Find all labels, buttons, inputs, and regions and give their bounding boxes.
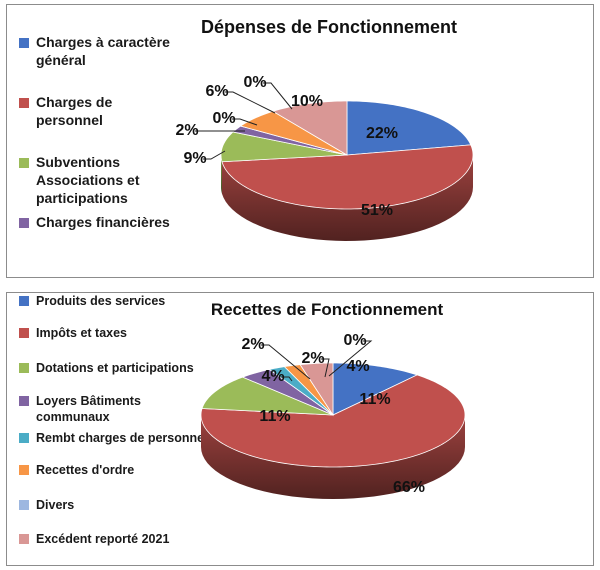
legend-entry-rembt-charges-de-personnel: Rembt charges de personnel <box>36 431 208 445</box>
chart-panel-recettes: Recettes de Fonctionnement Produits des … <box>6 292 594 566</box>
leader-line <box>328 340 373 377</box>
leader-line <box>263 82 293 110</box>
legend-swatch-subventions-associations-et-participations <box>19 158 29 168</box>
legend-entry-dotations-et-participations: Dotations et participations <box>36 361 194 375</box>
legend-entry-charges-a-caractere-general: Charges à caractère général <box>36 34 170 68</box>
recettes-pie-chart: Recettes de Fonctionnement Produits des … <box>19 294 466 546</box>
legend-swatch-dotations-et-participations <box>19 363 29 373</box>
legend-entry-produits-des-services: Produits des services <box>36 294 165 308</box>
legend-swatch-charges-financieres <box>19 218 29 228</box>
legend-swatch-produits-des-services <box>19 296 29 306</box>
data-label-dotations-et-participations: 11% <box>259 408 290 425</box>
data-label-divers: 0% <box>343 332 366 349</box>
data-label-slice-5: 6% <box>205 83 228 100</box>
legend-entry-excedent-reporte-2021: Excédent reporté 2021 <box>36 532 169 546</box>
data-label-charges-financieres: 2% <box>175 122 198 139</box>
legend-entry-divers: Divers <box>36 498 74 512</box>
pie-slice-slice-7 <box>271 100 348 156</box>
data-label-impots-et-taxes: 66% <box>393 479 425 496</box>
legend-entry-subventions-associations-et-participations: Subventions Associations et participations <box>36 154 140 206</box>
chart-panel-depenses: Dépenses de Fonctionnement Charges à car… <box>6 4 594 278</box>
data-label-charges-de-personnel: 51% <box>361 202 393 219</box>
leader-line <box>232 118 258 126</box>
pie-side-charges-de-personnel <box>221 155 473 241</box>
data-label-charges-a-caractere-general: 22% <box>366 125 398 142</box>
pie-slice-dotations-et-participations <box>201 376 334 416</box>
leader-line <box>281 376 293 382</box>
legend-swatch-excedent-reporte-2021 <box>19 534 29 544</box>
legend-entry-charges-financieres: Charges financières <box>36 214 170 230</box>
leader-line <box>321 358 330 378</box>
data-label-rembt-charges-de-personnel: 2% <box>241 336 264 353</box>
legend-swatch-impots-et-taxes <box>19 328 29 338</box>
pie-side-subventions-associations-et-participations <box>221 155 222 194</box>
legend-entry-impots-et-taxes: Impôts et taxes <box>36 326 127 340</box>
leader-line <box>203 150 226 160</box>
pie-slice-recettes-d-ordre <box>283 364 334 416</box>
pie-slice-impots-et-taxes <box>200 374 466 468</box>
data-label-recettes-d-ordre: 2% <box>301 350 324 367</box>
pie-slice-subventions-associations-et-participations <box>220 131 348 163</box>
chart-title: Recettes de Fonctionnement <box>211 300 444 319</box>
pie-slice-slice-5 <box>239 110 348 156</box>
pie-side-impots-et-taxes <box>201 415 465 499</box>
data-label-slice-7: 10% <box>291 93 323 110</box>
legend-swatch-loyers-batiments-communaux <box>19 396 29 406</box>
pie-slice-charges-a-caractere-general <box>346 100 472 156</box>
pie-slice-produits-des-services <box>332 362 419 416</box>
legend-entry-loyers-batiments-communaux: Loyers Bâtiments communaux <box>36 394 141 424</box>
data-label-slice-4: 0% <box>212 110 235 127</box>
chart-title: Dépenses de Fonctionnement <box>201 17 457 37</box>
legend-swatch-charges-de-personnel <box>19 98 29 108</box>
legend-swatch-rembt-charges-de-personnel <box>19 433 29 443</box>
data-label-subventions-associations-et-participations: 9% <box>183 150 206 167</box>
legend-entry-charges-de-personnel: Charges de personnel <box>36 94 112 128</box>
pie-slice-charges-financieres <box>232 125 348 156</box>
pie-slice-rembt-charges-de-personnel <box>268 366 334 416</box>
data-label-produits-des-services: 11% <box>359 391 390 408</box>
legend-swatch-charges-a-caractere-general <box>19 38 29 48</box>
data-label-slice-6: 0% <box>243 74 266 91</box>
pie-slice-charges-de-personnel <box>221 144 474 210</box>
depenses-pie-chart: Dépenses de Fonctionnement Charges à car… <box>19 17 474 241</box>
legend-swatch-divers <box>19 500 29 510</box>
leader-line <box>261 344 311 380</box>
leader-line <box>225 91 276 114</box>
data-label-excedent-reporte-2021: 4% <box>346 358 369 375</box>
pie-slice-loyers-batiments-communaux <box>241 369 334 416</box>
legend-swatch-recettes-d-ordre <box>19 465 29 475</box>
legend-entry-recettes-d-ordre: Recettes d'ordre <box>36 463 134 477</box>
data-label-loyers-batiments-communaux: 4% <box>261 368 284 385</box>
